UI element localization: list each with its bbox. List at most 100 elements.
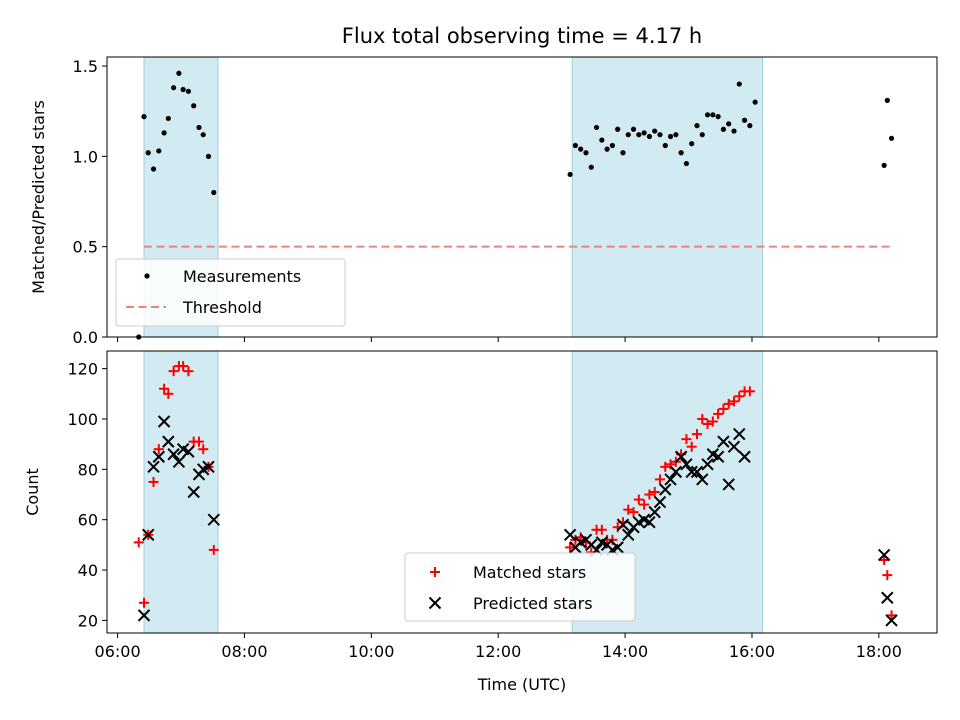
predicted-star-point bbox=[664, 473, 677, 486]
measurement-point bbox=[161, 130, 167, 136]
predicted-star-point bbox=[674, 450, 688, 463]
measurement-point bbox=[726, 121, 732, 127]
matched-star-point bbox=[168, 366, 179, 377]
matched-star-point bbox=[707, 416, 718, 427]
matched-star-point bbox=[148, 476, 159, 487]
predicted-star-point bbox=[167, 448, 180, 461]
predicted-star-point bbox=[877, 548, 891, 562]
x-stroke bbox=[428, 596, 442, 610]
x-stroke bbox=[680, 458, 693, 471]
measurement-point bbox=[583, 150, 589, 156]
matched-star-point bbox=[882, 570, 893, 581]
legend-matched-marker bbox=[430, 567, 440, 577]
matched-star-point bbox=[660, 461, 671, 472]
x-stroke bbox=[637, 513, 651, 526]
matched-star-point bbox=[649, 487, 660, 497]
measurement-point bbox=[145, 150, 151, 156]
matched-star-point bbox=[183, 366, 194, 377]
measurement-point bbox=[736, 81, 742, 87]
x-stroke bbox=[885, 614, 898, 627]
measurement-point bbox=[176, 70, 182, 76]
measurement-point bbox=[731, 128, 737, 134]
predicted-star-point bbox=[669, 465, 683, 479]
count-panel: 20 40 60 80 100 120 06:00 08:00 10:00 12:00 14:00 1… bbox=[23, 350, 938, 694]
matched-star-point bbox=[639, 499, 650, 510]
measurement-point bbox=[171, 85, 177, 91]
x-stroke bbox=[187, 485, 200, 499]
predicted-star-point bbox=[727, 440, 741, 453]
predicted-star-point bbox=[738, 450, 751, 463]
matched-star-point bbox=[728, 396, 739, 407]
legend-box bbox=[404, 552, 636, 622]
predicted-star-point bbox=[162, 435, 175, 448]
predicted-star-point bbox=[172, 455, 186, 468]
x-stroke bbox=[648, 505, 661, 519]
x-axis-label: Time (UTC) bbox=[477, 675, 566, 694]
measurement-point bbox=[185, 88, 192, 94]
matched-star-point bbox=[681, 434, 692, 445]
predicted-star-point bbox=[202, 460, 215, 474]
x-stroke bbox=[727, 440, 741, 453]
y-tick-label: 0.5 bbox=[73, 238, 98, 257]
matched-star-point bbox=[654, 474, 665, 485]
predicted-star-point bbox=[881, 591, 894, 604]
measurement-point bbox=[657, 132, 663, 138]
x-stroke bbox=[706, 448, 720, 461]
matched-star-point bbox=[565, 542, 576, 553]
predicted-star-point bbox=[680, 458, 693, 471]
x-stroke bbox=[202, 460, 215, 474]
y-tick-label: 1.0 bbox=[73, 147, 98, 166]
figure-title: Flux total observing time = 4.17 h bbox=[342, 24, 702, 48]
x-tick-label: 16:00 bbox=[729, 642, 775, 661]
matched-star-point bbox=[744, 386, 755, 397]
x-stroke bbox=[611, 541, 624, 554]
measurement-point bbox=[578, 146, 584, 152]
matched-star-point bbox=[886, 610, 897, 621]
measurement-point bbox=[599, 137, 605, 143]
x-stroke bbox=[711, 450, 725, 463]
matched-star-point bbox=[628, 507, 639, 518]
measurement-point bbox=[752, 99, 758, 105]
measurement-point bbox=[620, 150, 626, 156]
predicted-star-point bbox=[659, 483, 672, 496]
predicted-star-point bbox=[690, 465, 704, 479]
matched-star-point bbox=[718, 403, 729, 414]
predicted-star-point bbox=[643, 516, 656, 529]
x-stroke bbox=[659, 483, 672, 496]
measurement-point bbox=[165, 115, 171, 122]
predicted-star-point bbox=[648, 505, 661, 519]
measurement-point bbox=[673, 132, 679, 138]
measurement-point bbox=[689, 141, 695, 147]
y-axis-label: Count bbox=[23, 468, 42, 516]
measurement-point bbox=[699, 132, 705, 138]
measurement-point bbox=[630, 126, 637, 132]
measurement-point bbox=[604, 146, 610, 152]
x-stroke bbox=[167, 448, 180, 461]
y-tick-label: 80 bbox=[78, 460, 98, 479]
observing-window-band bbox=[144, 351, 219, 633]
predicted-star-point bbox=[616, 518, 630, 531]
x-stroke bbox=[696, 473, 709, 486]
measurement-point bbox=[710, 112, 716, 118]
y-tick-label: 1.5 bbox=[73, 57, 98, 76]
matched-star-point bbox=[723, 398, 734, 409]
x-stroke bbox=[137, 609, 151, 622]
x-stroke bbox=[142, 528, 155, 542]
axes-frame bbox=[106, 350, 938, 634]
measurement-point bbox=[641, 130, 647, 136]
x-tick-label: 12:00 bbox=[475, 642, 521, 661]
predicted-star-point bbox=[207, 513, 220, 526]
legend-measurements-label: Measurements bbox=[183, 267, 301, 286]
x-stroke bbox=[881, 591, 894, 604]
legend-measurement-marker bbox=[144, 273, 150, 279]
x-tick-label: 14:00 bbox=[602, 642, 648, 661]
measurement-point bbox=[636, 132, 642, 138]
matched-star-point bbox=[702, 419, 713, 430]
x-stroke bbox=[616, 518, 630, 531]
matched-star-point bbox=[139, 597, 150, 608]
predicted-star-point bbox=[722, 478, 735, 491]
y-tick-label: 100 bbox=[67, 410, 98, 429]
x-stroke bbox=[162, 435, 175, 448]
measurement-point bbox=[180, 86, 186, 93]
